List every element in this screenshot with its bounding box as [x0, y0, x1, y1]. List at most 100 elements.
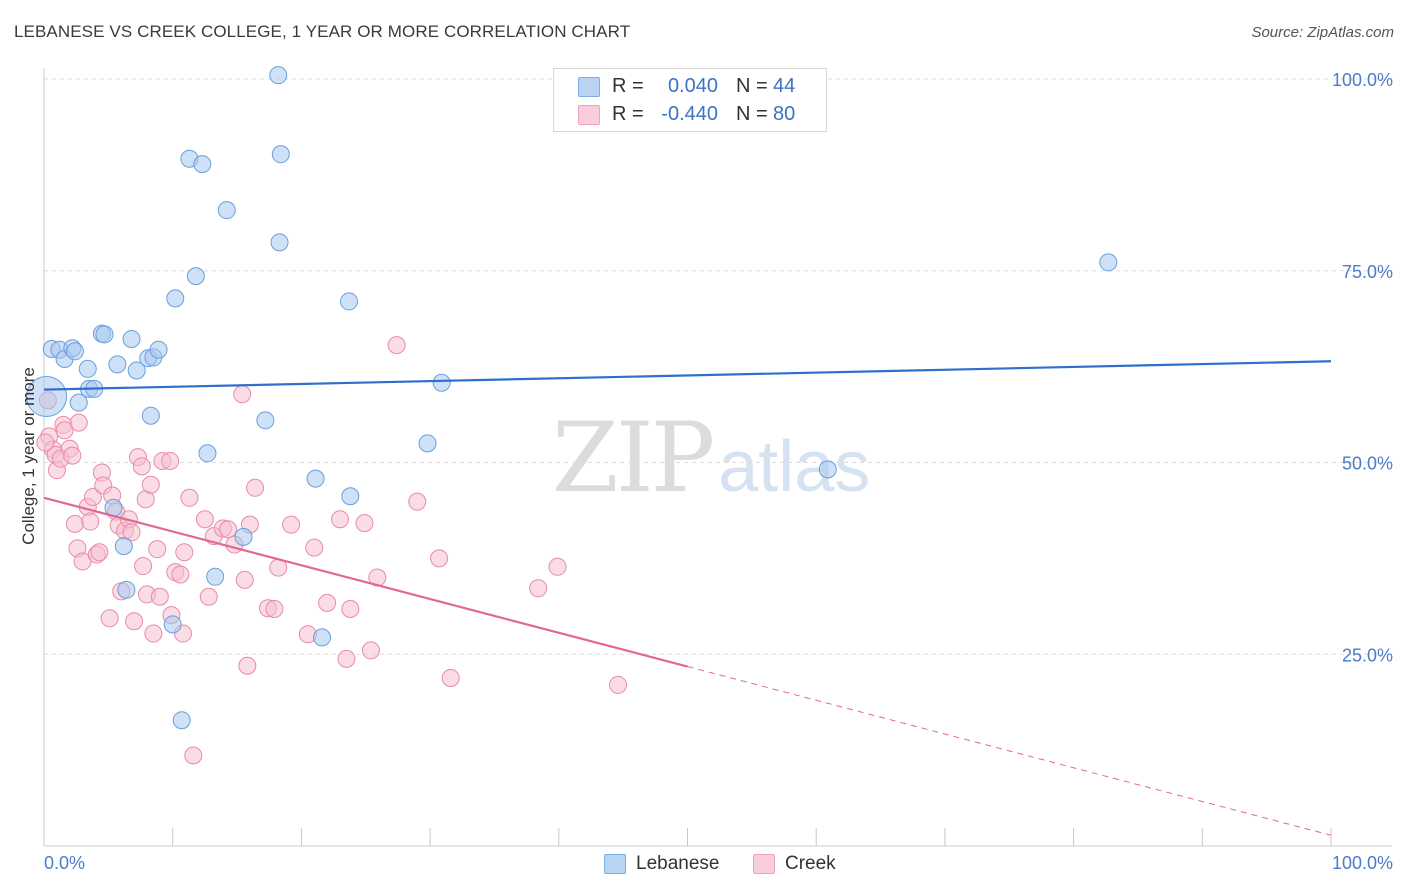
- r-value: -0.440: [661, 103, 718, 125]
- lebanese-point: [206, 567, 225, 586]
- watermark-atlas: atlas: [718, 427, 871, 507]
- creek-point: [125, 612, 144, 631]
- lebanese-point: [117, 580, 136, 599]
- creek-point: [361, 641, 380, 660]
- creek-point: [134, 557, 153, 576]
- lebanese-point: [166, 289, 185, 308]
- creek-point: [141, 475, 160, 494]
- y-axis-label: College, 1 year or more: [19, 367, 38, 545]
- creek-point: [150, 587, 169, 606]
- lebanese-series: [26, 66, 1118, 730]
- lebanese-point: [114, 537, 133, 556]
- lebanese-point: [418, 434, 437, 453]
- grid: [44, 78, 1392, 655]
- n-key: N =: [736, 75, 768, 97]
- legend-row-lebanese: R = 0.040 N = 44: [554, 72, 826, 100]
- creek-point: [100, 609, 119, 628]
- lebanese-point: [234, 527, 253, 546]
- lebanese-point: [186, 267, 205, 286]
- creek-point: [161, 451, 180, 470]
- creek-point: [331, 510, 350, 529]
- stats-legend: R = 0.040 N = 44 R = -0.440 N = 80: [553, 68, 827, 132]
- lebanese-point: [271, 145, 290, 164]
- creek-point: [65, 514, 84, 533]
- lebanese-point: [122, 330, 141, 349]
- trend-lines: [43, 360, 1332, 836]
- legend-label-creek: Creek: [785, 853, 836, 874]
- lebanese-point: [95, 325, 114, 344]
- creek-point: [144, 624, 163, 643]
- legend-label-lebanese: Lebanese: [636, 853, 720, 874]
- tick-labels: 25.0% 50.0% 75.0% 100.0% 0.0% 100.0% College, …: [19, 70, 1393, 873]
- creek-point: [90, 543, 109, 562]
- creek-point: [36, 433, 55, 452]
- lebanese-point: [108, 355, 127, 374]
- creek-point: [441, 669, 460, 688]
- creek-point: [122, 523, 141, 542]
- creek-point: [341, 599, 360, 618]
- creek-point: [199, 587, 218, 606]
- creek-trend-line-dashed: [687, 666, 1332, 836]
- y-tick-label: 25.0%: [1342, 645, 1393, 665]
- lebanese-point: [432, 373, 451, 392]
- y-tick-label: 50.0%: [1342, 454, 1393, 474]
- source-label: Source: ZipAtlas.com: [1251, 24, 1394, 41]
- creek-point: [148, 540, 167, 559]
- r-key: R =: [612, 103, 644, 125]
- creek-point: [69, 413, 88, 432]
- lebanese-point: [270, 233, 289, 252]
- lebanese-point: [256, 411, 275, 430]
- lebanese-point: [149, 340, 168, 359]
- lebanese-point: [269, 66, 288, 85]
- x-tick-label: 100.0%: [1332, 853, 1393, 873]
- lebanese-point: [141, 406, 160, 425]
- lebanese-point: [340, 292, 359, 311]
- chart-title: LEBANESE VS CREEK COLLEGE, 1 YEAR OR MOR…: [14, 22, 631, 41]
- r-key: R =: [612, 75, 644, 97]
- x-tick-label: 0.0%: [44, 853, 85, 873]
- creek-point: [63, 446, 82, 465]
- creek-point: [83, 488, 102, 507]
- legend-swatch-lebanese: [578, 77, 600, 97]
- creek-point: [282, 515, 301, 534]
- lebanese-point: [163, 615, 182, 634]
- lebanese-point: [78, 359, 97, 378]
- series-legend: Lebanese Creek: [0, 852, 1406, 878]
- r-value: 0.040: [667, 75, 718, 97]
- creek-point: [246, 478, 265, 497]
- creek-point: [529, 579, 548, 598]
- watermark: ZIPatlas: [552, 402, 870, 514]
- creek-point: [219, 520, 238, 539]
- creek-point: [81, 512, 100, 531]
- creek-point: [184, 746, 203, 765]
- creek-point: [180, 488, 199, 507]
- legend-swatch-creek: [578, 105, 600, 125]
- creek-point: [132, 457, 151, 476]
- creek-trend-line: [43, 496, 688, 668]
- creek-point: [171, 565, 190, 584]
- lebanese-point: [312, 628, 331, 647]
- lebanese-point: [69, 393, 88, 412]
- creek-point: [609, 675, 628, 694]
- creek-point: [265, 599, 284, 618]
- lebanese-point: [127, 361, 146, 380]
- creek-point: [235, 570, 254, 589]
- creek-point: [238, 656, 257, 675]
- creek-point: [408, 492, 427, 511]
- axes: [43, 68, 1392, 847]
- lebanese-trend-line: [43, 360, 1332, 391]
- lebanese-point: [193, 155, 212, 174]
- lebanese-point: [26, 376, 68, 418]
- y-tick-label: 75.0%: [1342, 262, 1393, 282]
- lebanese-point: [818, 460, 837, 479]
- watermark-zip: ZIP: [552, 402, 715, 514]
- creek-point: [318, 593, 337, 612]
- lebanese-point: [341, 487, 360, 506]
- y-tick-label: 100.0%: [1332, 70, 1393, 90]
- n-key: N =: [736, 103, 768, 125]
- lebanese-point: [65, 342, 84, 361]
- legend-swatch-lebanese: [604, 854, 626, 874]
- n-value: 80: [773, 103, 796, 125]
- lebanese-point: [198, 444, 217, 463]
